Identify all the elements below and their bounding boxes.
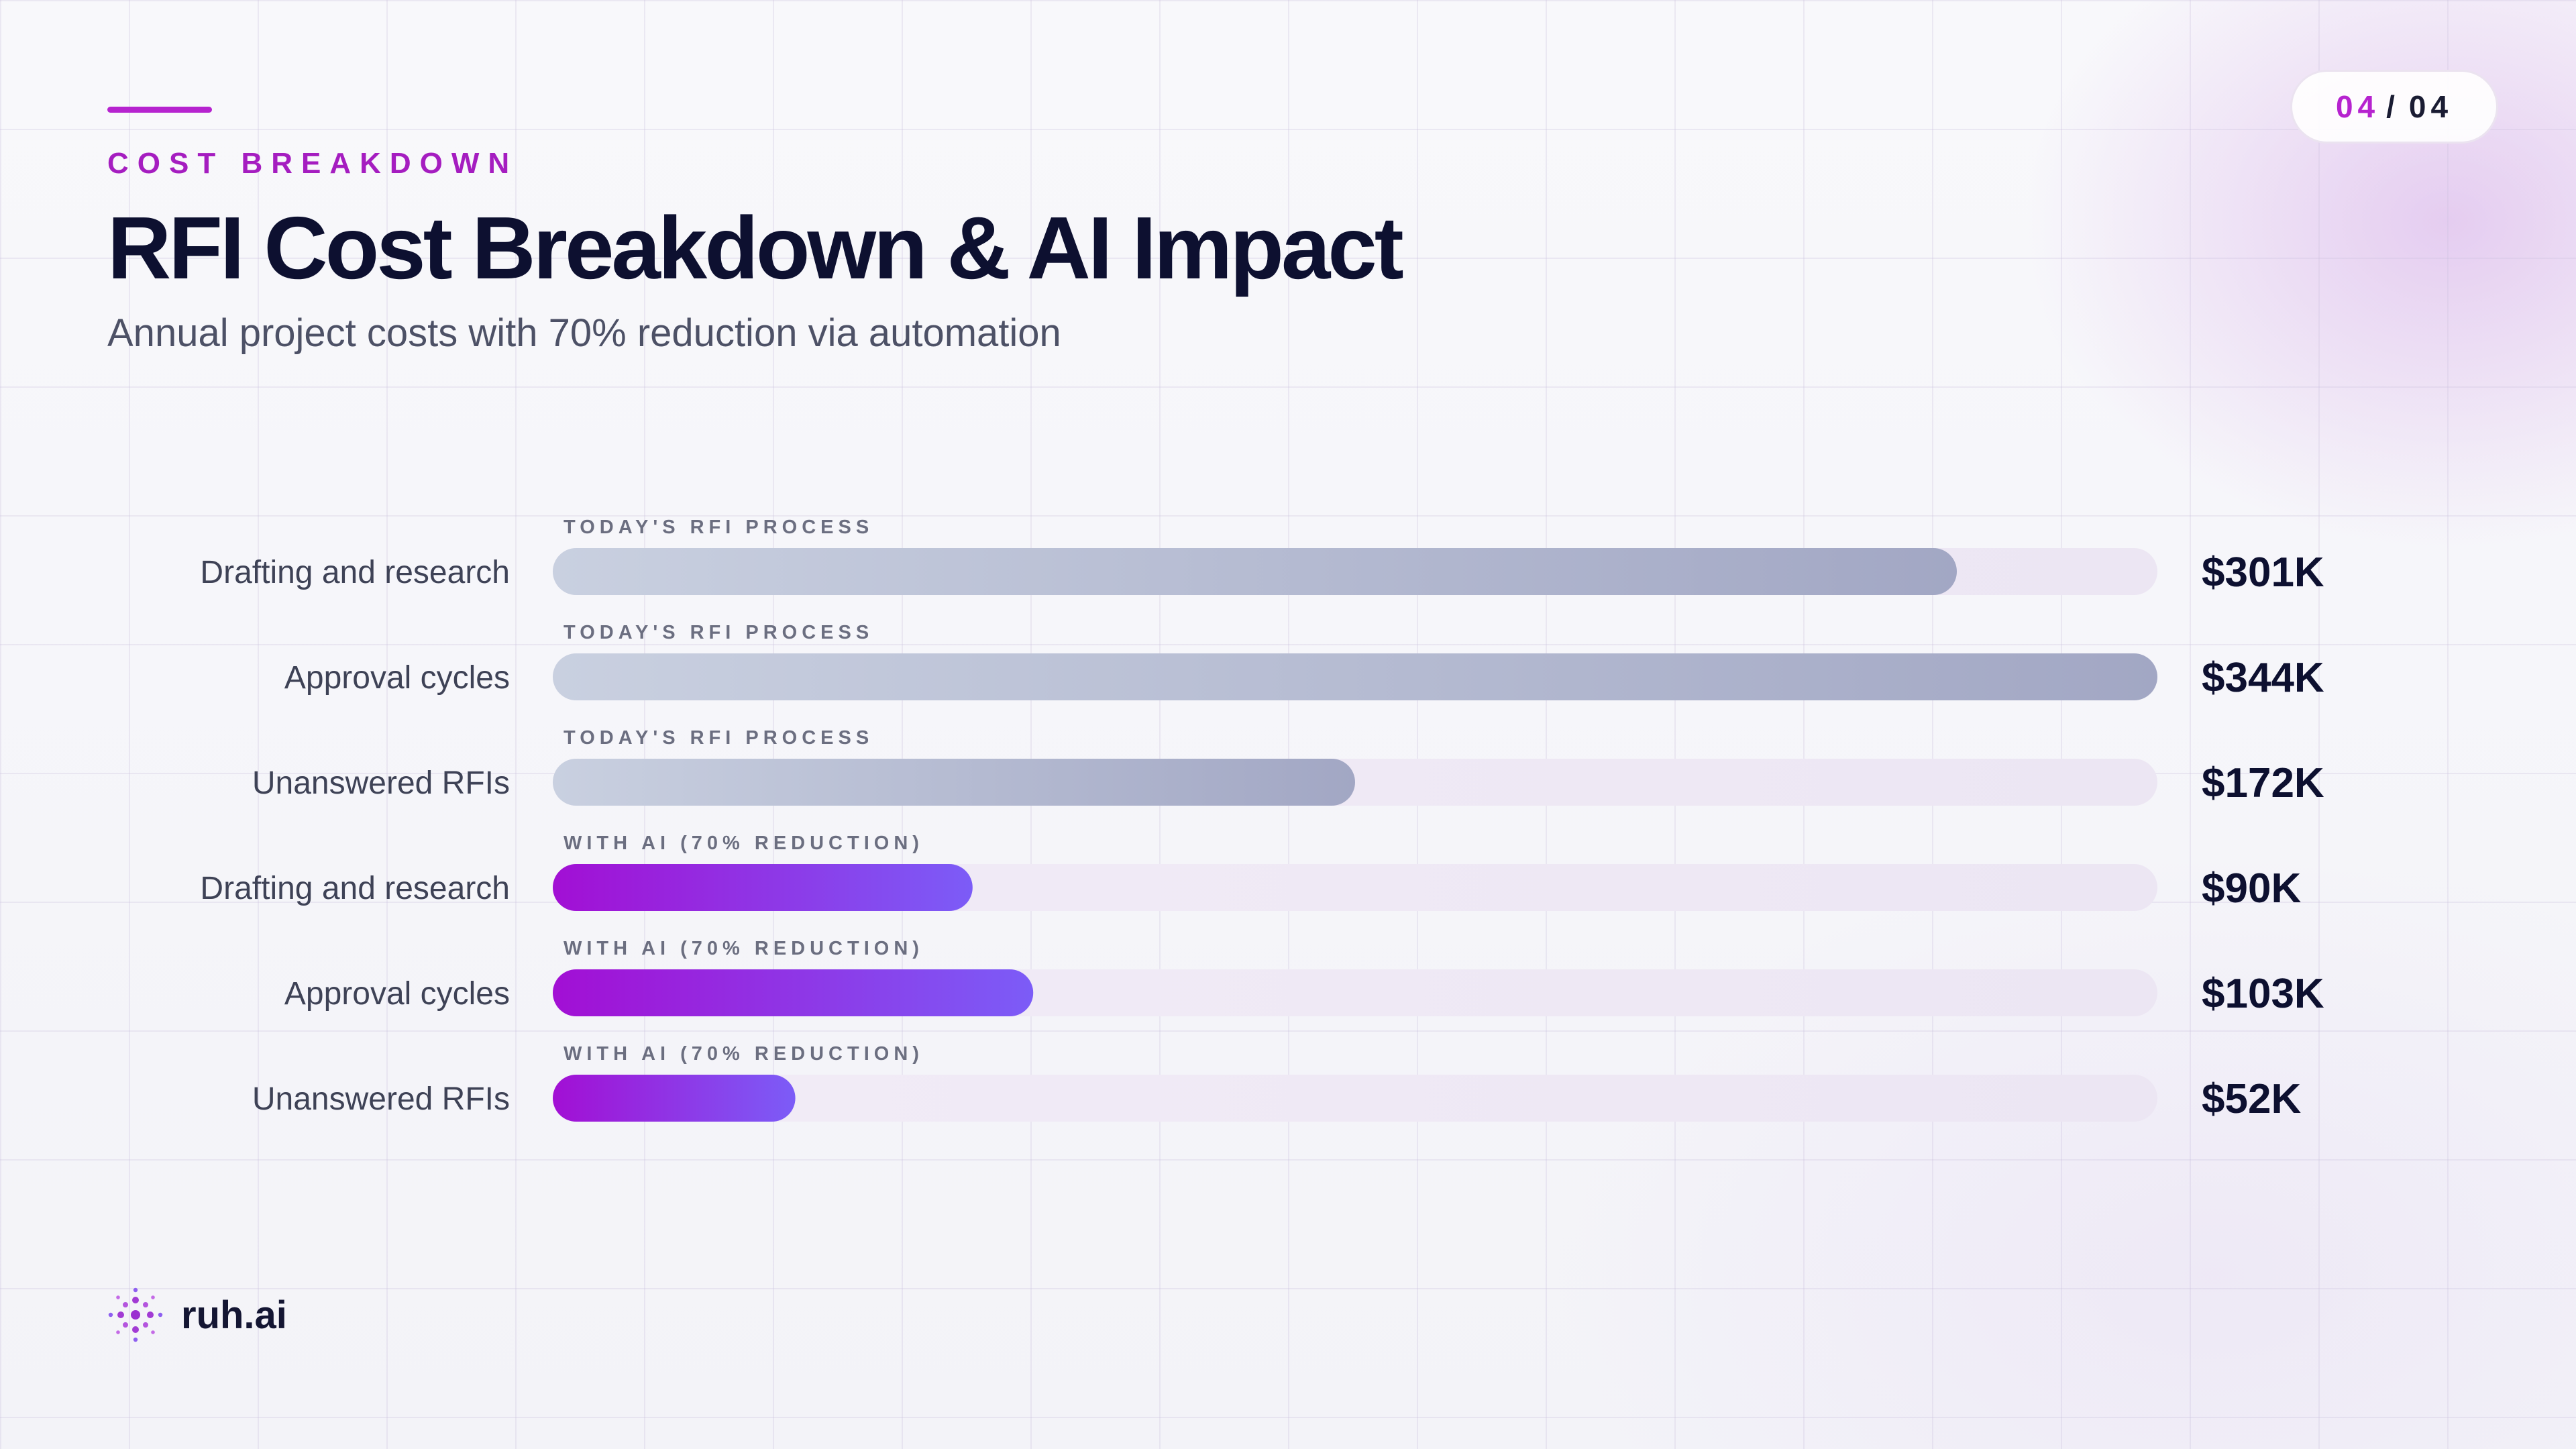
bar-group-label: WITH AI (70% REDUCTION) (564, 833, 924, 854)
value-label: $103K (2202, 971, 2324, 1017)
bar-group-label: TODAY'S RFI PROCESS (564, 517, 873, 538)
brand: ruh.ai (107, 1287, 287, 1343)
accent-line (107, 107, 212, 113)
bar-today (553, 548, 1957, 595)
bar-group-label: TODAY'S RFI PROCESS (564, 727, 873, 749)
page-subtitle: Annual project costs with 70% reduction … (107, 311, 1061, 355)
category-label: Approval cycles (284, 660, 510, 696)
bar-group-label: WITH AI (70% REDUCTION) (564, 1043, 924, 1065)
category-label: Unanswered RFIs (252, 1081, 510, 1117)
page-title: RFI Cost Breakdown & AI Impact (107, 199, 1404, 297)
bar-track (553, 1075, 2157, 1122)
category-label: Drafting and research (200, 555, 510, 590)
value-label: $52K (2202, 1076, 2301, 1122)
value-label: $301K (2202, 549, 2324, 596)
category-label: Approval cycles (284, 976, 510, 1012)
category-label: Drafting and research (200, 871, 510, 906)
dotted-circle-logo-icon (108, 1287, 163, 1342)
brand-name: ruh.ai (181, 1293, 287, 1337)
value-label: $344K (2202, 655, 2324, 701)
bar-group-label: TODAY'S RFI PROCESS (564, 622, 873, 643)
bar-today (553, 653, 2157, 700)
bar-with-ai (553, 969, 1034, 1016)
section-eyebrow: COST BREAKDOWN (107, 147, 519, 180)
value-label: $172K (2202, 760, 2324, 806)
value-label: $90K (2202, 865, 2301, 912)
category-label: Unanswered RFIs (252, 765, 510, 801)
bar-group-label: WITH AI (70% REDUCTION) (564, 938, 924, 959)
page-indicator: 04 / 04 (2290, 70, 2498, 144)
bar-with-ai (553, 1075, 796, 1122)
bar-with-ai (553, 864, 973, 911)
page-current: 04 (2335, 89, 2380, 124)
bar-today (553, 759, 1355, 806)
page-separator: / (2386, 89, 2400, 124)
page-total: 04 (2408, 89, 2453, 124)
